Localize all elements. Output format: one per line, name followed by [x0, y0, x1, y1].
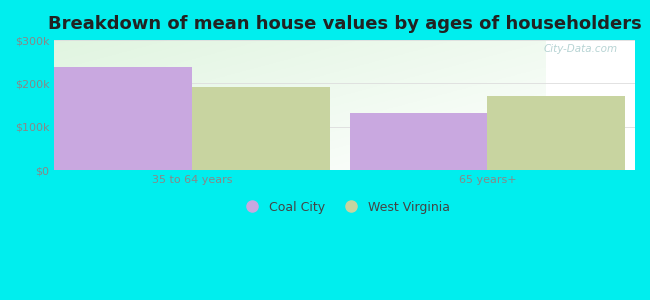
- Bar: [55, 68, 192, 170]
- Legend: Coal City, West Virginia: Coal City, West Virginia: [235, 196, 455, 219]
- Text: City-Data.com: City-Data.com: [543, 44, 618, 54]
- Title: Breakdown of mean house values by ages of householders: Breakdown of mean house values by ages o…: [48, 15, 642, 33]
- Bar: [350, 113, 488, 170]
- Bar: [488, 96, 625, 170]
- Bar: [192, 86, 330, 170]
